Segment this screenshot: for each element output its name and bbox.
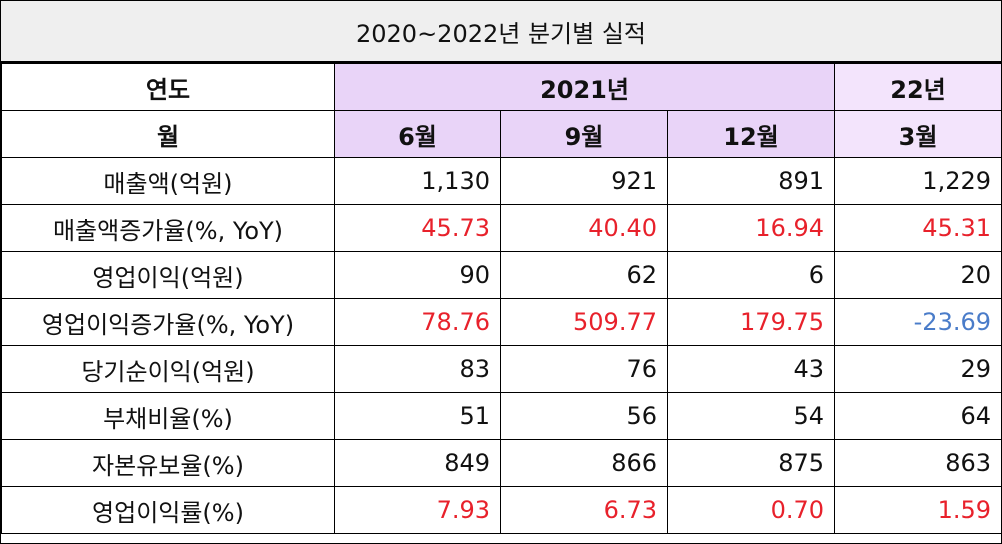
value-cell: 1,229 xyxy=(834,157,1002,205)
value-cell: 875 xyxy=(666,439,836,487)
row-label: 매출액증가율(%, YoY) xyxy=(1,204,335,252)
value-cell: 54 xyxy=(666,392,836,440)
value-cell: 7.93 xyxy=(334,486,501,534)
value-cell: 76 xyxy=(500,345,668,393)
value-cell: 509.77 xyxy=(500,298,668,346)
value-cell: 849 xyxy=(334,439,501,487)
value-cell: 45.73 xyxy=(334,204,501,252)
table-row: 매출액(억원) 1,130 921 891 1,229 xyxy=(1,157,1002,205)
header-cell: 12월 xyxy=(666,110,836,158)
row-label: 매출액(억원) xyxy=(1,157,335,205)
row-label: 영업이익증가율(%, YoY) xyxy=(1,298,335,346)
value-cell: 16.94 xyxy=(666,204,836,252)
value-cell: 1,130 xyxy=(334,157,501,205)
value-cell: 866 xyxy=(500,439,668,487)
value-cell: 6 xyxy=(666,251,836,299)
value-cell: 56 xyxy=(500,392,668,440)
value-cell: 1.59 xyxy=(834,486,1002,534)
row-label: 자본유보율(%) xyxy=(1,439,335,487)
header-cell: 3월 xyxy=(834,110,1002,158)
value-cell: 64 xyxy=(834,392,1002,440)
table-row: 영업이익(억원) 90 62 6 20 xyxy=(1,251,1002,299)
header-cell: 9월 xyxy=(500,110,668,158)
value-cell: 78.76 xyxy=(334,298,501,346)
table-row: 매출액증가율(%, YoY) 45.73 40.40 16.94 45.31 xyxy=(1,204,1002,252)
value-cell: 40.40 xyxy=(500,204,668,252)
header-cell: 연도 xyxy=(1,63,335,111)
value-cell: 45.31 xyxy=(834,204,1002,252)
table-row: 자본유보율(%) 849 866 875 863 xyxy=(1,439,1002,487)
table-row: 당기순이익(억원) 83 76 43 29 xyxy=(1,345,1002,393)
value-cell: 921 xyxy=(500,157,668,205)
value-cell: 20 xyxy=(834,251,1002,299)
value-cell: 0.70 xyxy=(666,486,836,534)
value-cell: 43 xyxy=(666,345,836,393)
header-cell: 6월 xyxy=(334,110,501,158)
value-cell: 62 xyxy=(500,251,668,299)
value-cell: 90 xyxy=(334,251,501,299)
row-label: 부채비율(%) xyxy=(1,392,335,440)
header-row: 연도 2021년 22년 xyxy=(1,63,1002,111)
header-row: 월 6월 9월 12월 3월 xyxy=(1,110,1002,158)
table-title: 2020~2022년 분기별 실적 xyxy=(1,1,1001,63)
table-row: 부채비율(%) 51 56 54 64 xyxy=(1,392,1002,440)
header-cell: 22년 xyxy=(834,63,1002,111)
table: 연도 2021년 22년 월 6월 9월 12월 3월 매출액(억원) 1,130… xyxy=(1,63,1002,534)
header-cell: 월 xyxy=(1,110,335,158)
table-row: 영업이익률(%) 7.93 6.73 0.70 1.59 xyxy=(1,486,1002,534)
value-cell: 6.73 xyxy=(500,486,668,534)
value-cell: 51 xyxy=(334,392,501,440)
value-cell: 179.75 xyxy=(666,298,836,346)
row-label: 영업이익(억원) xyxy=(1,251,335,299)
value-cell: 863 xyxy=(834,439,1002,487)
value-cell: 891 xyxy=(666,157,836,205)
row-label: 당기순이익(억원) xyxy=(1,345,335,393)
value-cell: 29 xyxy=(834,345,1002,393)
value-cell: 83 xyxy=(334,345,501,393)
value-cell: -23.69 xyxy=(834,298,1002,346)
header-cell: 2021년 xyxy=(333,63,836,111)
row-label: 영업이익률(%) xyxy=(1,486,335,534)
table-row: 영업이익증가율(%, YoY) 78.76 509.77 179.75 -23.69 xyxy=(1,298,1002,346)
